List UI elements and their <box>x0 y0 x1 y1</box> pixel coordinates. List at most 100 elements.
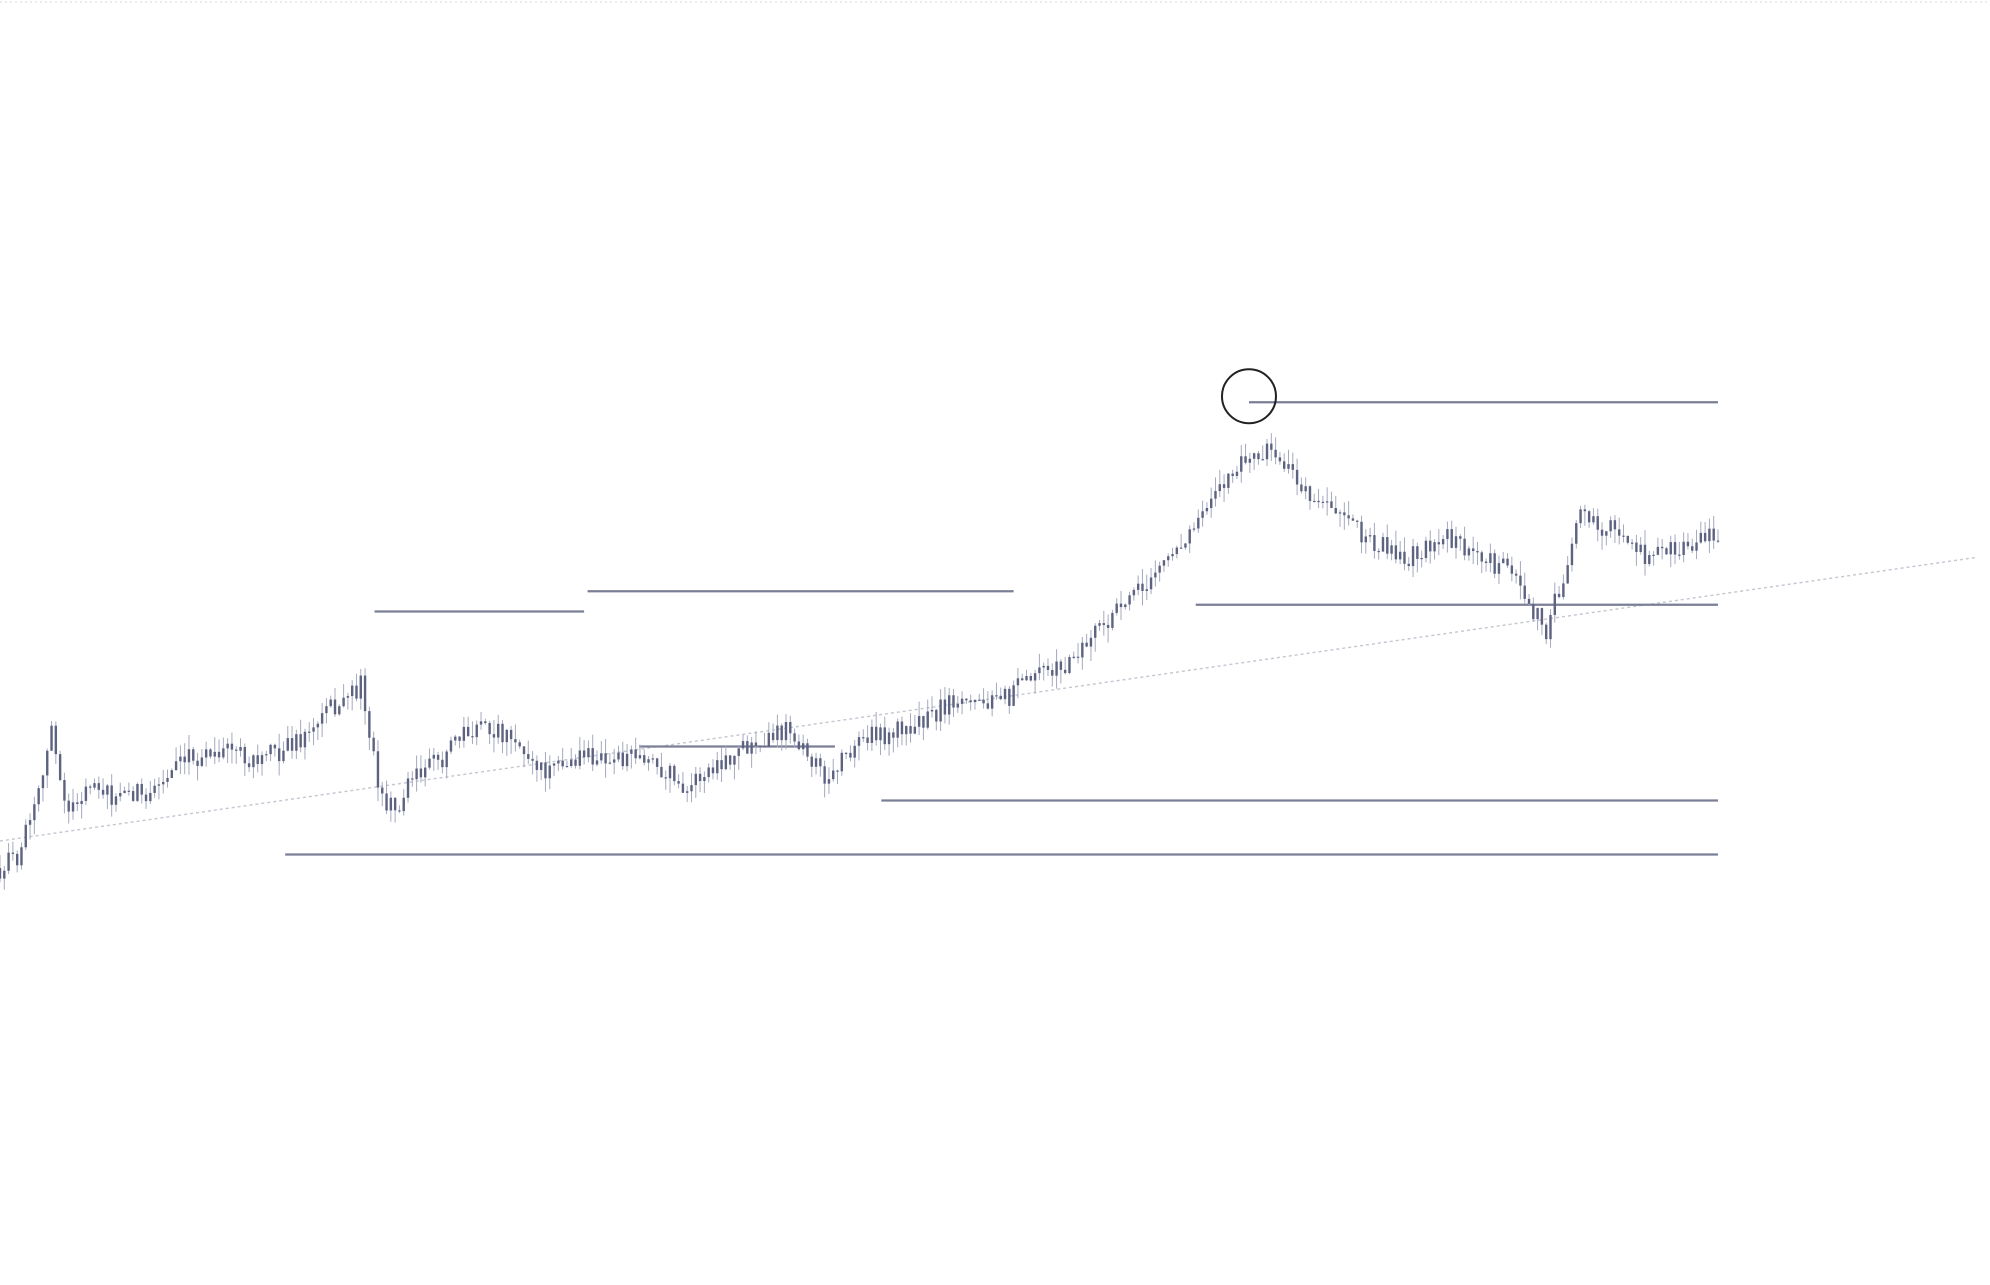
price-bar <box>1167 553 1170 567</box>
price-bar <box>625 743 629 772</box>
price-bar-body <box>209 749 212 757</box>
price-bar <box>1699 521 1703 544</box>
price-bar <box>1519 561 1522 600</box>
price-bar <box>840 749 844 776</box>
price-bar <box>874 711 878 746</box>
price-bar-body <box>1660 546 1664 549</box>
price-bar-body <box>595 760 599 765</box>
price-bar <box>1716 529 1720 544</box>
price-bar <box>76 793 79 812</box>
price-bar <box>1429 530 1432 564</box>
price-bar <box>1523 572 1526 604</box>
price-bar <box>724 745 728 771</box>
price-bar <box>1536 607 1539 631</box>
marker-layer <box>1220 368 1277 425</box>
price-bar-body <box>1587 511 1591 523</box>
price-bar-body <box>789 722 792 734</box>
price-bar <box>140 778 143 804</box>
price-bar <box>879 723 882 756</box>
price-bar-body <box>643 755 646 763</box>
price-bar <box>385 780 388 814</box>
price-bar-body <box>462 726 466 741</box>
price-bar <box>1008 686 1011 714</box>
price-bar <box>462 716 466 748</box>
price-bar-body <box>174 761 178 771</box>
price-bar <box>1287 449 1290 474</box>
price-bar-body <box>1429 540 1432 552</box>
price-bar-body <box>84 786 88 801</box>
price-bar-body <box>1291 464 1294 470</box>
price-bar <box>196 752 199 781</box>
price-bar-body <box>655 758 659 767</box>
price-bar <box>1553 582 1556 623</box>
price-bar-body <box>1136 583 1140 590</box>
price-bar-body <box>131 791 135 801</box>
price-bar <box>93 778 96 791</box>
price-bar-body <box>1545 624 1548 640</box>
price-bar-body <box>651 758 655 760</box>
price-bar-body <box>1231 473 1234 476</box>
price-bar-body <box>724 755 728 770</box>
price-bar-body <box>454 736 457 741</box>
price-bar-body <box>1643 544 1647 564</box>
price-bar <box>647 756 650 771</box>
price-bar-body <box>1119 603 1123 608</box>
price-bar <box>1622 524 1625 543</box>
price-bar <box>312 718 315 746</box>
price-bar <box>222 737 225 760</box>
price-bar <box>1119 590 1123 621</box>
price-bar-body <box>1622 535 1625 537</box>
price-bar <box>1368 527 1372 543</box>
price-bar <box>969 694 972 711</box>
price-bar <box>101 778 105 799</box>
price-bar <box>883 716 886 751</box>
price-bar <box>591 734 594 772</box>
price-bar <box>1334 495 1337 515</box>
price-bar <box>1686 533 1690 550</box>
price-bar <box>192 746 195 765</box>
price-bar-body <box>1278 457 1282 462</box>
price-bar-body <box>1398 551 1402 560</box>
price-bar <box>956 695 959 713</box>
price-bar-body <box>1257 453 1260 460</box>
price-bar-body <box>690 785 693 792</box>
price-bar-body <box>857 737 861 746</box>
price-bar <box>1510 556 1514 582</box>
price-bar-body <box>3 870 6 879</box>
price-bar <box>166 769 169 788</box>
price-bar-body <box>1665 548 1668 555</box>
price-bar <box>784 714 788 750</box>
price-bar <box>1514 569 1518 584</box>
price-bar-body <box>179 756 182 762</box>
price-bar <box>1626 535 1630 545</box>
price-bar-body <box>1532 603 1535 620</box>
price-bar <box>239 738 242 757</box>
price-bar <box>1033 669 1037 694</box>
price-bar <box>1012 680 1015 707</box>
price-bar <box>1420 550 1423 568</box>
price-bar-body <box>1437 542 1441 545</box>
price-bar-body <box>1673 542 1677 555</box>
price-bar <box>88 784 92 795</box>
price-bar <box>1356 519 1359 528</box>
price-bar <box>707 763 710 783</box>
price-bar-body <box>664 777 667 779</box>
price-bar-body <box>359 675 362 699</box>
price-bar <box>488 720 491 745</box>
price-bar <box>1068 654 1071 675</box>
price-bar <box>763 732 766 748</box>
price-bar-body <box>1154 572 1157 578</box>
price-bar <box>1712 515 1715 550</box>
price-bar <box>578 737 582 770</box>
price-bar <box>1072 651 1075 660</box>
price-bar-body <box>1308 486 1312 502</box>
price-bar-body <box>1570 543 1574 566</box>
price-bar <box>471 721 474 745</box>
price-bar <box>162 769 165 794</box>
price-bar <box>273 743 277 757</box>
price-bar-body <box>909 726 912 734</box>
price-bar <box>1678 541 1681 560</box>
price-bar <box>1639 537 1642 555</box>
price-bar <box>1197 509 1200 533</box>
